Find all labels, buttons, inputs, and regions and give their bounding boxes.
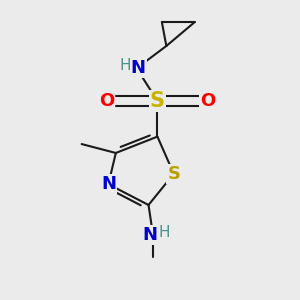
Text: N: N <box>130 59 146 77</box>
Text: N: N <box>101 175 116 193</box>
Text: S: S <box>167 165 180 183</box>
Text: N: N <box>142 226 158 244</box>
Text: O: O <box>99 92 115 110</box>
Text: H: H <box>158 225 170 240</box>
Text: S: S <box>150 91 165 111</box>
Text: H: H <box>120 58 131 73</box>
Text: O: O <box>200 92 216 110</box>
